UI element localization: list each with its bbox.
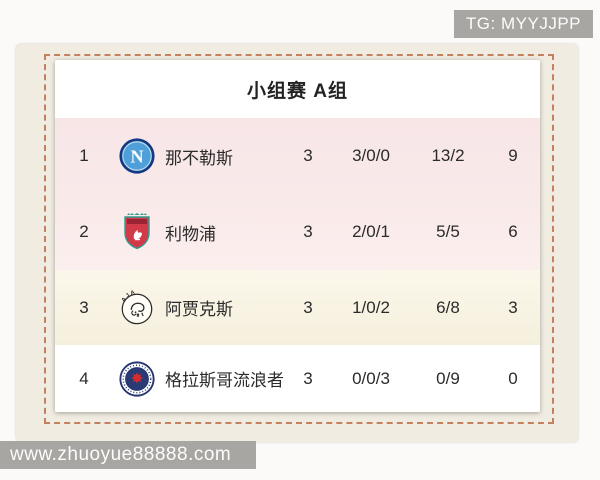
ajax-badge-icon: AJAX bbox=[118, 289, 153, 324]
site-watermark: www.zhuoyue88888.com bbox=[0, 441, 256, 469]
goals-cell: 5/5 bbox=[436, 222, 460, 241]
goals-cell: 6/8 bbox=[436, 297, 460, 317]
team-name: 那不勒斯 bbox=[165, 148, 233, 168]
goals-cell: 0/9 bbox=[436, 368, 460, 388]
record-cell: 0/0/3 bbox=[352, 368, 390, 388]
played-cell: 3 bbox=[303, 146, 313, 165]
badge-cell: AJAX bbox=[113, 289, 161, 327]
rangers-badge-icon bbox=[119, 360, 155, 397]
napoli-badge-icon: N bbox=[119, 138, 155, 174]
table-row: 3 AJAX 阿贾克斯 3 1/0/2 6/8 3 bbox=[55, 270, 540, 345]
played-cell: 3 bbox=[303, 222, 313, 241]
dashed-border bbox=[44, 54, 554, 424]
badge-cell: N bbox=[113, 137, 161, 175]
points-cell: 3 bbox=[508, 297, 518, 317]
table-row: 2 利物浦 3 2/0/1 5/5 6 bbox=[55, 194, 540, 270]
table-row: 1 N 那不勒斯 3 3/0/0 13/2 9 bbox=[55, 118, 540, 194]
rank-cell: 3 bbox=[79, 297, 89, 317]
goals-cell: 13/2 bbox=[431, 146, 465, 165]
played-cell: 3 bbox=[303, 368, 313, 388]
record-cell: 1/0/2 bbox=[352, 297, 390, 317]
record-cell: 3/0/0 bbox=[352, 146, 390, 165]
group-title: 小组赛 A组 bbox=[246, 80, 348, 102]
liverpool-badge-icon bbox=[124, 213, 150, 250]
badge-cell bbox=[113, 360, 161, 398]
svg-text:N: N bbox=[130, 147, 143, 167]
rank-cell: 4 bbox=[79, 368, 89, 388]
points-cell: 6 bbox=[508, 222, 518, 241]
points-cell: 0 bbox=[508, 368, 518, 388]
telegram-watermark: TG: MYYJJPP bbox=[453, 10, 593, 38]
badge-cell bbox=[113, 212, 161, 252]
team-name: 格拉斯哥流浪者 bbox=[165, 371, 284, 390]
table-row: 4 格拉斯哥流浪者 3 0/0/3 0/9 0 bbox=[55, 345, 540, 412]
points-cell: 9 bbox=[508, 146, 518, 165]
played-cell: 3 bbox=[303, 297, 313, 317]
team-name: 利物浦 bbox=[165, 224, 216, 244]
record-cell: 2/0/1 bbox=[352, 222, 390, 241]
team-name: 阿贾克斯 bbox=[165, 300, 233, 319]
group-standings-card: 小组赛 A组 1 N 那不勒斯 3 3/0/0 13/2 9 2 bbox=[55, 60, 540, 412]
rank-cell: 1 bbox=[79, 146, 89, 165]
rank-cell: 2 bbox=[79, 222, 89, 241]
